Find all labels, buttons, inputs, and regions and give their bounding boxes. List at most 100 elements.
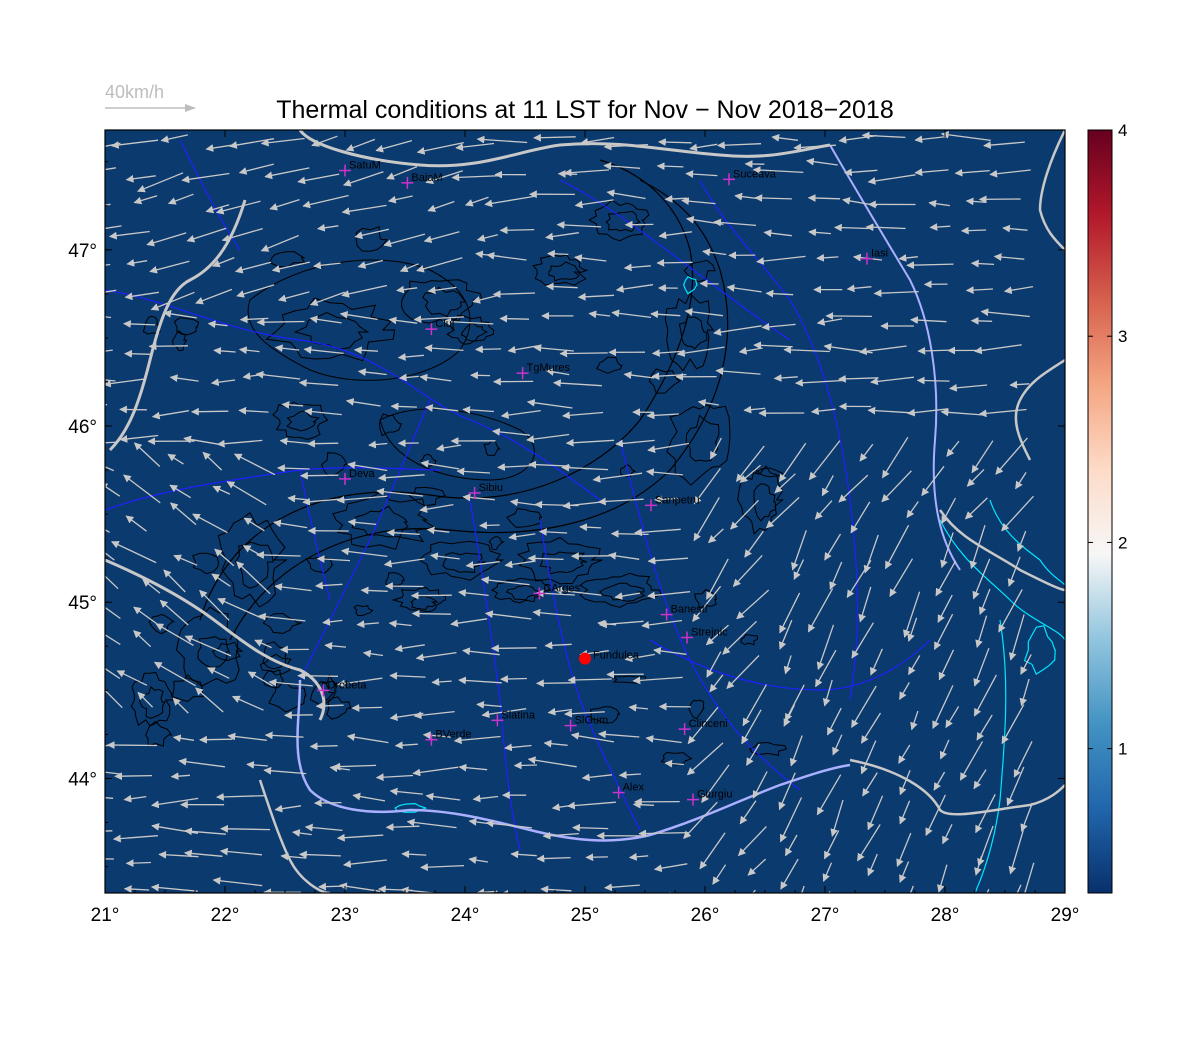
wind-arrow (986, 889, 990, 893)
lakes-layer (394, 275, 1065, 893)
wind-arrow (125, 174, 156, 183)
wind-arrow (462, 405, 494, 414)
wind-arrow (423, 231, 460, 244)
wind-arrow (486, 251, 527, 261)
wind-arrow (410, 591, 452, 600)
wind-arrow (315, 581, 343, 590)
wind-arrow (717, 141, 762, 150)
contour-line (272, 401, 329, 440)
wind-arrow (736, 589, 770, 620)
contour-line (265, 297, 396, 362)
wind-arrow (427, 286, 457, 295)
wind-arrow (221, 227, 263, 243)
wind-arrow (339, 882, 381, 892)
wind-arrow (313, 799, 342, 807)
wind-arrow (106, 741, 158, 749)
wind-arrow (1019, 678, 1030, 707)
wind-arrow (150, 883, 198, 892)
wind-arrow (815, 649, 837, 688)
wind-arrow (739, 464, 761, 483)
wind-arrow (1016, 884, 1022, 893)
contour-line (664, 292, 715, 372)
wind-arrow (971, 440, 994, 474)
wind-arrow (424, 344, 464, 353)
contour-line (262, 669, 285, 689)
contour-line (685, 414, 720, 462)
wind-arrow (210, 378, 236, 387)
wind-arrow (472, 794, 499, 803)
wind-arrow (424, 404, 459, 412)
wind-arrow (566, 892, 609, 893)
wind-arrow (513, 761, 538, 770)
wind-arrow (105, 289, 117, 293)
wind-arrow (739, 800, 757, 825)
wind-arrow (780, 858, 799, 890)
wind-arrow (973, 674, 997, 717)
wind-arrow (133, 606, 157, 625)
wind-arrow (632, 676, 683, 685)
wind-arrow (172, 734, 195, 743)
wind-arrow (658, 138, 692, 146)
wind-arrow (303, 346, 344, 355)
wind-arrow (137, 172, 184, 193)
station-marker: BVerde (425, 729, 471, 746)
contour-line (378, 413, 403, 437)
colorbar-ramp (1087, 129, 1113, 894)
wind-arrow (801, 885, 805, 893)
wind-arrow (238, 163, 274, 175)
wind-arrow (184, 849, 223, 858)
wind-arrow (793, 559, 805, 580)
wind-arrow (838, 474, 869, 503)
wind-arrow (779, 797, 803, 843)
wind-arrow (899, 800, 911, 825)
wind-arrow (181, 172, 230, 184)
wind-arrow (211, 256, 235, 268)
wind-arrow (975, 794, 996, 834)
wind-arrow (1015, 472, 1027, 490)
wind-arrow (458, 763, 488, 772)
wind-arrow (816, 318, 843, 326)
contour-line (217, 512, 288, 608)
map-background (105, 130, 1065, 893)
wind-arrow (628, 852, 649, 861)
wind-arrow (599, 620, 644, 629)
wind-arrow (133, 195, 158, 205)
wind-arrow (870, 648, 883, 676)
wind-arrow (807, 588, 834, 633)
wind-arrow (375, 139, 413, 153)
contour-line (293, 311, 370, 350)
wind-arrow (105, 316, 112, 319)
station-marker: CArges (533, 582, 581, 600)
wind-arrow (465, 561, 500, 569)
wind-arrow (362, 649, 384, 658)
wind-arrow (929, 223, 951, 231)
wind-arrow (413, 315, 465, 324)
wind-arrow (995, 437, 1028, 475)
wind-arrow (309, 291, 346, 306)
wind-arrow (313, 261, 341, 270)
contour-line (259, 653, 292, 676)
wind-arrow (178, 757, 225, 768)
wind-arrow (1009, 380, 1030, 389)
wind-arrow (256, 318, 305, 327)
wind-arrow (881, 470, 912, 503)
wind-arrow (851, 685, 877, 728)
wind-arrow (966, 468, 985, 487)
wind-arrow (581, 773, 613, 782)
wind-arrow (980, 308, 1030, 318)
wind-arrow (340, 547, 388, 558)
wind-arrow (302, 497, 341, 506)
wind-arrow (394, 644, 425, 653)
contour-line (740, 634, 759, 646)
wind-arrow (765, 289, 794, 298)
wind-arrow (783, 345, 830, 354)
wind-arrow (708, 528, 724, 544)
wind-arrow (420, 459, 460, 470)
contour-line (506, 508, 543, 528)
wind-arrow (664, 759, 684, 768)
lake-outline (974, 619, 1007, 893)
wind-arrow (808, 228, 831, 237)
wind-arrow (846, 284, 872, 293)
wind-arrow (816, 624, 835, 671)
station-marker: Sanpetru (645, 494, 700, 512)
